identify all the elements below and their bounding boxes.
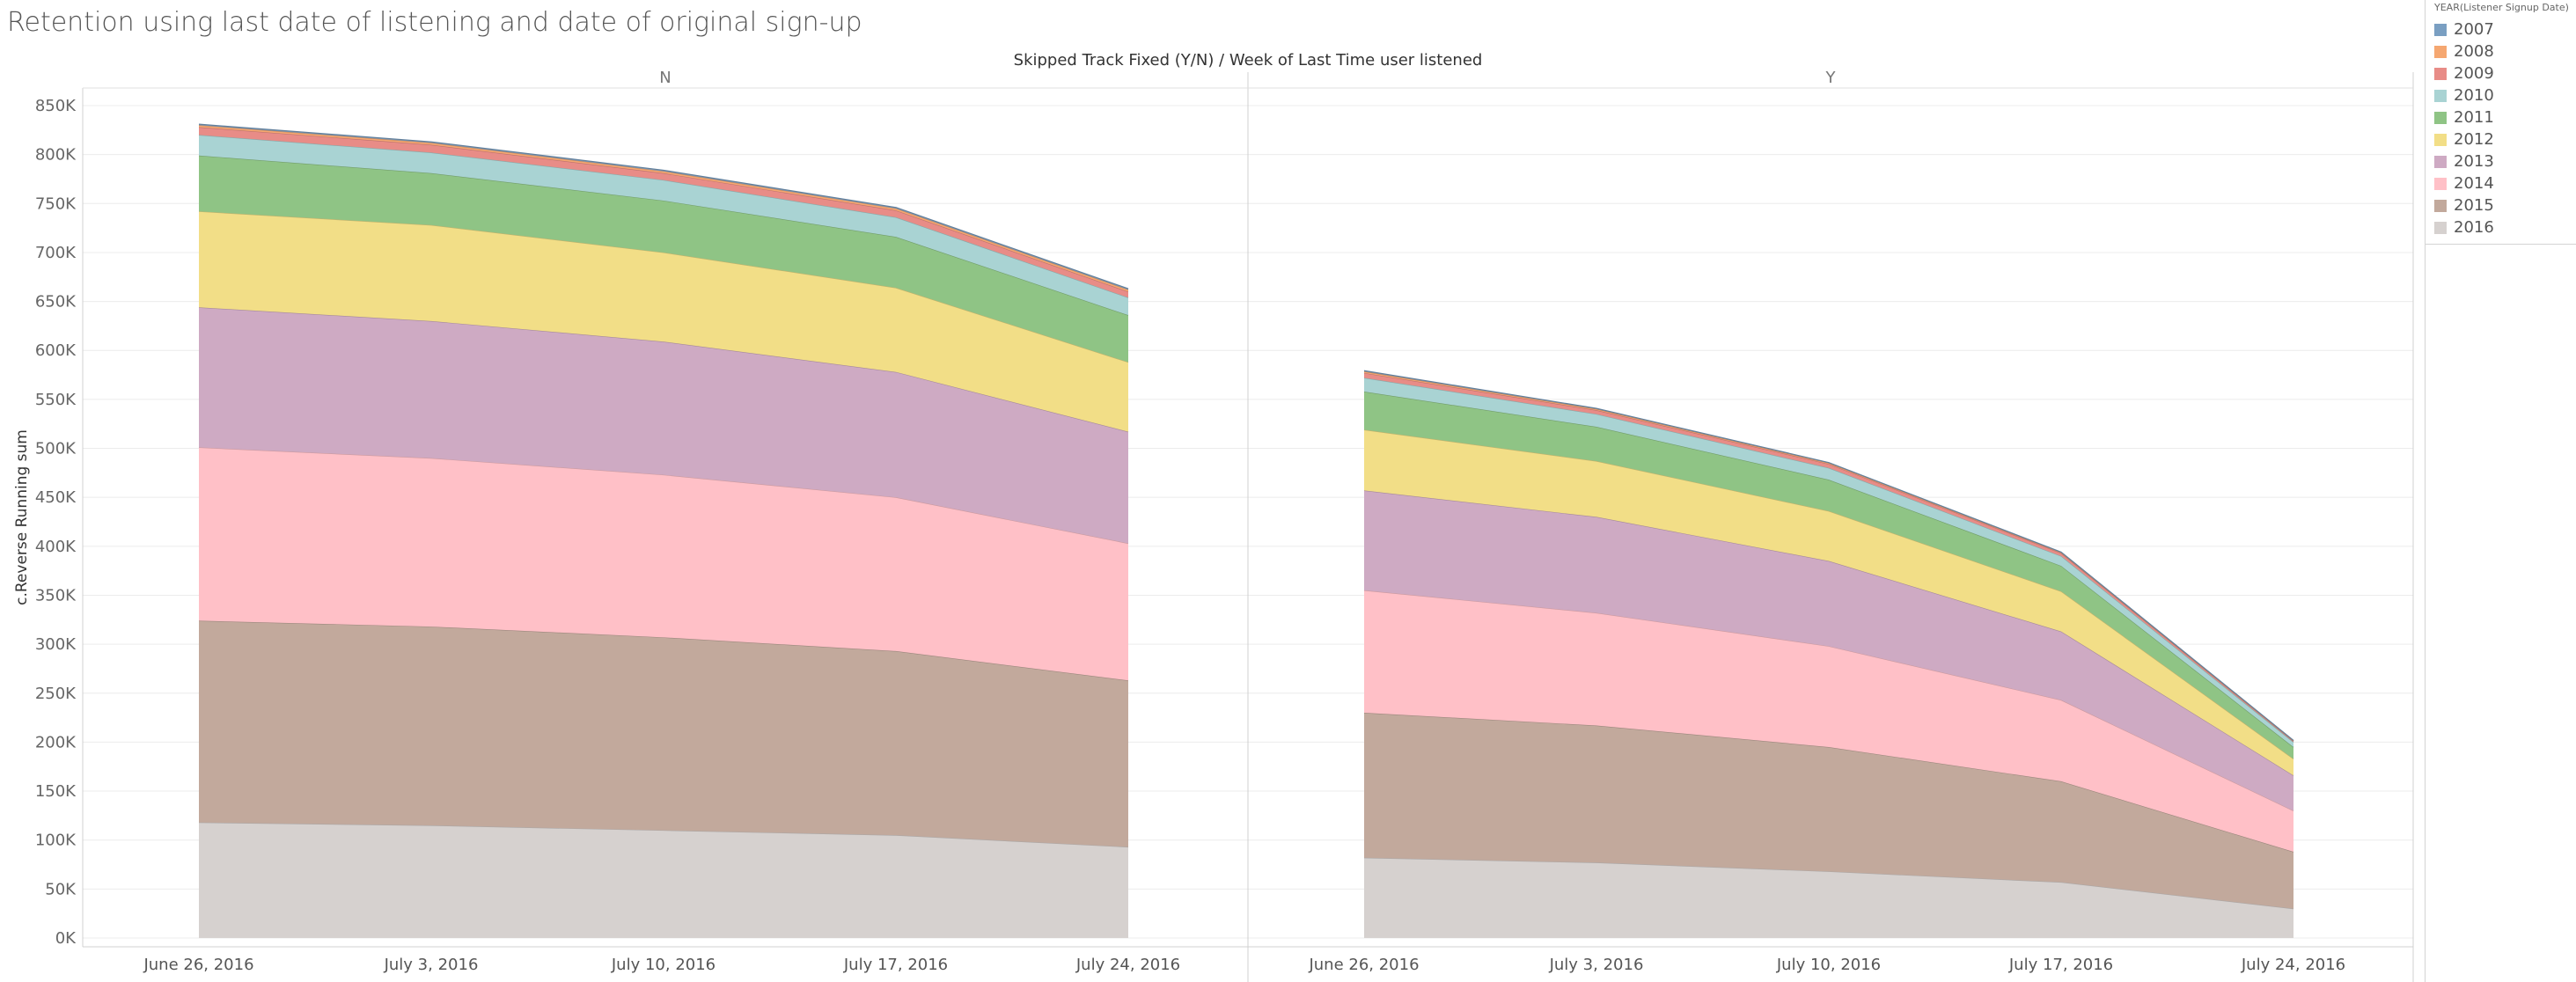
panel-label-N: N <box>659 69 671 87</box>
area-series-2016 <box>199 822 1128 938</box>
x-tick-label: July 10, 2016 <box>611 956 716 974</box>
legend-item-2009[interactable]: 2009 <box>2434 62 2576 84</box>
area-series-2014 <box>199 447 1128 681</box>
area-series-2012 <box>1364 429 2293 776</box>
legend-item-2008[interactable]: 2008 <box>2434 40 2576 62</box>
area-series-2011 <box>1364 391 2293 759</box>
y-tick-label: 0K <box>55 929 77 948</box>
y-tick-label: 100K <box>35 832 77 850</box>
legend-item-2015[interactable]: 2015 <box>2434 194 2576 216</box>
x-tick-label: July 17, 2016 <box>843 956 948 974</box>
area-edge-2007 <box>198 123 1129 289</box>
page-title: Retention using last date of listening a… <box>7 7 862 38</box>
legend-swatch <box>2434 89 2447 102</box>
y-tick-label: 550K <box>35 391 77 409</box>
area-series-2010 <box>199 135 1128 316</box>
y-tick-label: 400K <box>35 538 77 556</box>
legend-item-2011[interactable]: 2011 <box>2434 106 2576 128</box>
area-series-2015 <box>1364 713 2293 909</box>
x-tick-label: July 24, 2016 <box>1075 956 1180 974</box>
area-series-2016 <box>1364 857 2293 938</box>
x-tick-label: June 26, 2016 <box>1308 956 1419 974</box>
y-axis-label: c.Reverse Running sum <box>13 429 31 605</box>
legend-swatch <box>2434 133 2447 146</box>
legend: YEAR(Listener Signup Date) 2007 2008 2009 2… <box>2425 0 2576 982</box>
y-tick-label: 650K <box>35 293 77 311</box>
legend-swatch <box>2434 177 2447 190</box>
legend-box: YEAR(Listener Signup Date) 2007 2008 2009 2… <box>2426 0 2576 245</box>
stacked-area-chart: Skipped Track Fixed (Y/N) / Week of Last… <box>13 51 2414 982</box>
area-series-2014 <box>1364 590 2293 853</box>
area-edge-2007 <box>1363 370 2294 741</box>
legend-label: 2015 <box>2454 196 2494 215</box>
x-tick-label: July 17, 2016 <box>2008 956 2113 974</box>
y-tick-label: 350K <box>35 586 77 605</box>
y-tick-label: 800K <box>35 146 77 165</box>
y-tick-label: 50K <box>45 880 77 898</box>
y-tick-label: 600K <box>35 341 77 360</box>
legend-item-2010[interactable]: 2010 <box>2434 84 2576 106</box>
y-tick-label: 150K <box>35 782 77 801</box>
legend-swatch <box>2434 67 2447 80</box>
y-tick-label: 500K <box>35 440 77 458</box>
panel-label-Y: Y <box>1825 69 1837 87</box>
legend-label: 2011 <box>2454 108 2494 127</box>
legend-items: 2007 2008 2009 2010 2011 2012 2013 2014 2015 2016 <box>2434 18 2576 238</box>
x-tick-label: July 24, 2016 <box>2241 956 2345 974</box>
y-tick-label: 450K <box>35 488 77 507</box>
legend-label: 2016 <box>2454 218 2494 237</box>
y-tick-label: 750K <box>35 194 77 213</box>
area-series-2013 <box>1364 490 2293 811</box>
panel-header: Skipped Track Fixed (Y/N) / Week of Last… <box>1014 51 1483 70</box>
legend-label: 2007 <box>2454 20 2494 39</box>
legend-swatch <box>2434 221 2447 234</box>
y-tick-label: 700K <box>35 244 77 262</box>
legend-item-2014[interactable]: 2014 <box>2434 172 2576 194</box>
y-tick-label: 200K <box>35 733 77 751</box>
legend-label: 2009 <box>2454 64 2494 83</box>
area-series-2015 <box>199 620 1128 847</box>
y-tick-label: 300K <box>35 635 77 654</box>
legend-label: 2010 <box>2454 86 2494 105</box>
x-tick-label: June 26, 2016 <box>143 956 253 974</box>
legend-item-2016[interactable]: 2016 <box>2434 216 2576 238</box>
legend-swatch <box>2434 23 2447 36</box>
y-tick-label: 850K <box>35 97 77 115</box>
legend-label: 2012 <box>2454 130 2494 149</box>
legend-swatch <box>2434 155 2447 168</box>
legend-swatch <box>2434 111 2447 124</box>
legend-item-2013[interactable]: 2013 <box>2434 150 2576 172</box>
legend-swatch <box>2434 45 2447 58</box>
legend-label: 2014 <box>2454 174 2494 193</box>
area-series-2012 <box>199 211 1128 432</box>
legend-item-2012[interactable]: 2012 <box>2434 128 2576 150</box>
legend-label: 2008 <box>2454 42 2494 61</box>
legend-label: 2013 <box>2454 152 2494 171</box>
legend-title: YEAR(Listener Signup Date) <box>2434 2 2569 13</box>
y-tick-label: 250K <box>35 685 77 703</box>
x-tick-label: July 3, 2016 <box>1549 956 1644 974</box>
area-series-2013 <box>199 307 1128 544</box>
x-tick-label: July 3, 2016 <box>384 956 479 974</box>
area-series-2011 <box>199 155 1128 363</box>
legend-item-2007[interactable]: 2007 <box>2434 18 2576 40</box>
legend-swatch <box>2434 199 2447 212</box>
x-tick-label: July 10, 2016 <box>1776 956 1881 974</box>
